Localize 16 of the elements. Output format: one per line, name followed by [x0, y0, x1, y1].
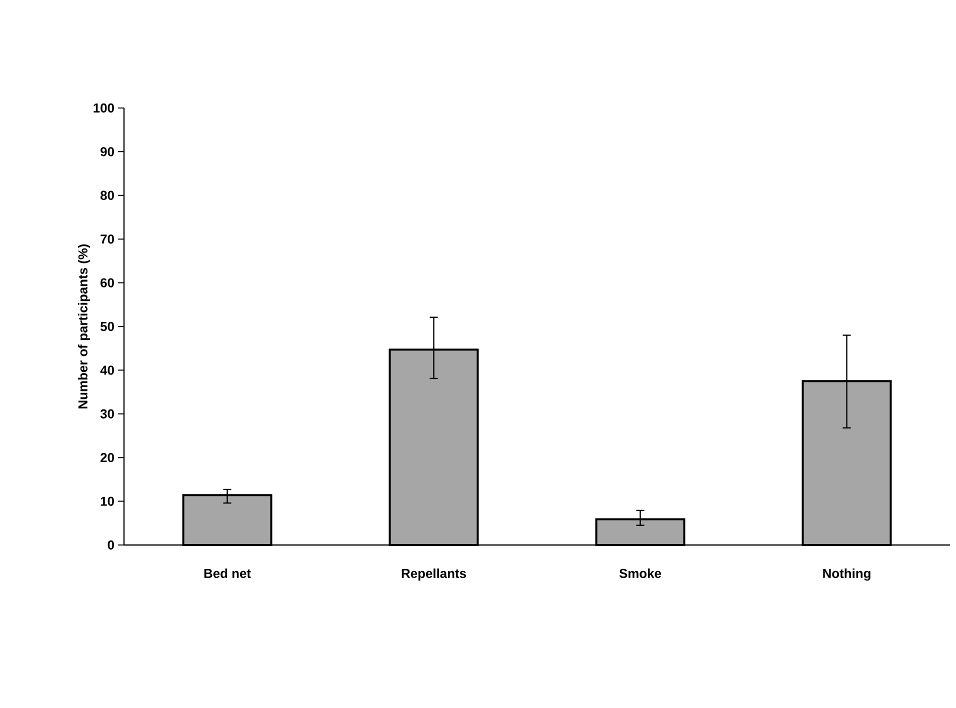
y-tick-label: 70 — [100, 234, 114, 244]
x-tick-label: Repellants — [402, 568, 466, 581]
x-tick-label: Nothing — [823, 568, 870, 581]
y-tick-label: 40 — [100, 366, 114, 375]
y-tick-label: 20 — [100, 452, 114, 462]
y-tick-label: 90 — [100, 147, 114, 156]
y-tick-label: 50 — [100, 322, 114, 332]
x-tick-label: Bed net — [204, 568, 251, 578]
y-tick-label: 100 — [94, 103, 114, 113]
y-tick-label: 80 — [100, 190, 114, 200]
y-tick-label: 10 — [100, 496, 114, 506]
y-tick-label: 0 — [108, 540, 114, 550]
y-axis-title: Number of participants (%) — [78, 244, 90, 408]
y-tick-label: 30 — [100, 409, 114, 418]
x-tick-label: Smoke — [619, 568, 662, 578]
y-tick-label: 60 — [100, 278, 114, 288]
